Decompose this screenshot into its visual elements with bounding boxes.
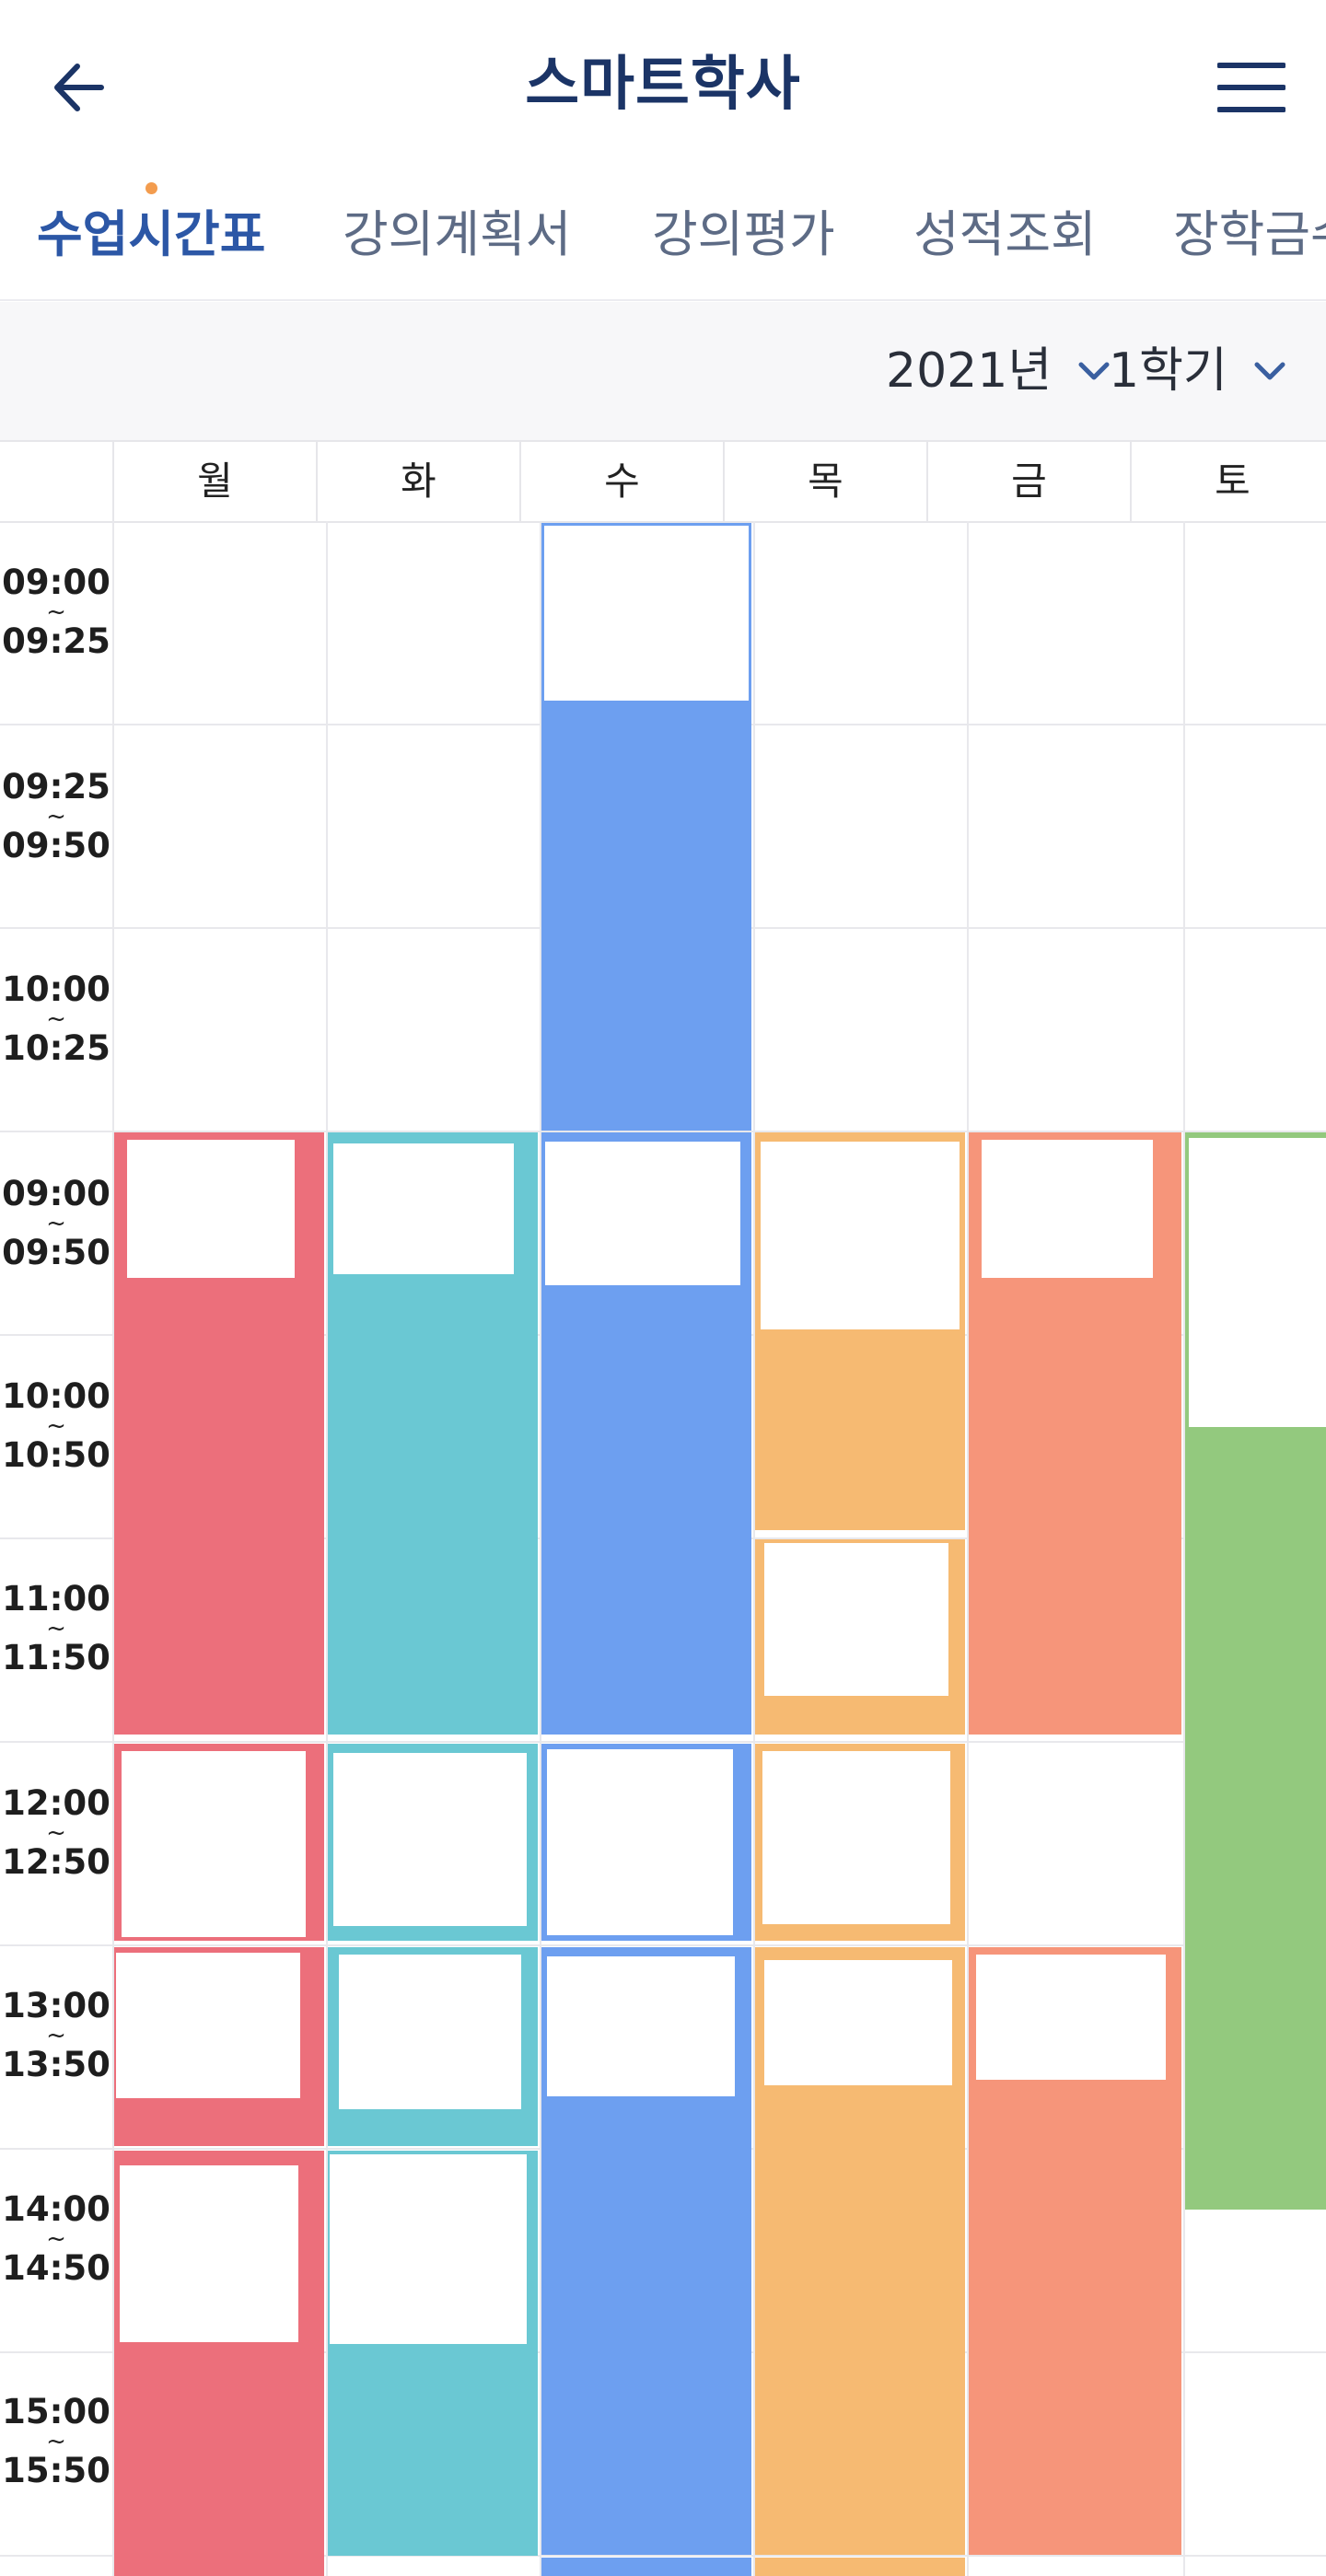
course-block-thu-3[interactable] [755, 1744, 965, 1941]
time-slot-label: 11:00 ~11:50 [2, 1579, 110, 1677]
time-slot-label: 09:00 ~09:25 [2, 563, 110, 661]
grid-column-line [112, 521, 114, 2576]
redacted-course-info [330, 2154, 527, 2344]
course-block-mon-2[interactable] [114, 1744, 324, 1941]
course-block-wed-3[interactable] [541, 1947, 751, 2555]
redacted-course-info [333, 1753, 527, 1926]
back-arrow-icon [54, 64, 104, 111]
day-header-tue: 화 [316, 442, 519, 521]
redacted-course-info [333, 1143, 514, 1274]
redacted-course-info [120, 2165, 298, 2342]
year-select-value: 2021년 [886, 343, 1053, 399]
day-header-fri: 금 [926, 442, 1130, 521]
time-slot-label: 13:00 ~13:50 [2, 1986, 110, 2084]
tab-course-evaluation[interactable]: 강의평가 [652, 205, 835, 263]
hamburger-menu-icon [1217, 63, 1285, 112]
course-block-wed-4[interactable] [541, 2558, 751, 2576]
redacted-course-info [547, 1749, 733, 1935]
semester-select[interactable]: 1학기 [1109, 339, 1286, 403]
redacted-course-info [764, 1960, 952, 2085]
course-block-thu-4[interactable] [755, 1947, 965, 2555]
redacted-course-info [545, 1142, 740, 1285]
tab-timetable[interactable]: 수업시간표 [37, 205, 266, 263]
timetable-grid: 09:00 ~09:25 09:25 ~09:50 10:00 ~10:25 09:0… [0, 521, 1326, 2576]
redacted-course-info [982, 1140, 1153, 1278]
tab-bar: 수업시간표 강의계획서 강의평가 성적조회 장학금수 [0, 180, 1326, 301]
page-title: 스마트학사 [525, 51, 801, 119]
menu-button[interactable] [1210, 46, 1293, 129]
redacted-course-info [762, 1751, 950, 1924]
course-block-tue-2[interactable] [328, 1744, 538, 1941]
time-slot-label: 09:25 ~09:50 [2, 767, 110, 865]
back-button[interactable] [37, 46, 120, 129]
grid-column-line [753, 521, 755, 2576]
filter-bar: 2021년 1학기 [0, 302, 1326, 442]
grid-column-line [967, 521, 969, 2576]
grid-column-line [540, 521, 541, 2576]
grid-row-line [0, 2555, 1326, 2557]
course-block-wed-1[interactable] [541, 1132, 751, 1735]
time-slot-label: 10:00 ~10:50 [2, 1376, 110, 1475]
course-block-mon-3[interactable] [114, 1947, 324, 2146]
course-block-mon-4[interactable] [114, 2151, 324, 2576]
redacted-course-info [127, 1140, 295, 1278]
day-header-thu: 목 [723, 442, 926, 521]
redacted-course-info [976, 1955, 1166, 2080]
redacted-course-info [116, 1953, 300, 2098]
redacted-course-info [339, 1955, 521, 2109]
course-block-thu-2[interactable] [755, 1539, 965, 1735]
semester-select-value: 1학기 [1109, 343, 1227, 399]
grid-row-line [0, 1944, 1326, 1946]
grid-row-line [0, 1741, 1326, 1743]
tab-scholarship[interactable]: 장학금수 [1173, 205, 1326, 263]
weekday-header: 월 화 수 목 금 토 [0, 442, 1326, 523]
course-block-fill [541, 701, 751, 1131]
course-block-wed-2[interactable] [541, 1744, 751, 1941]
redacted-course-info [547, 1956, 735, 2096]
day-header-mon: 월 [112, 442, 316, 521]
redacted-course-info [761, 1142, 960, 1329]
chevron-down-icon [1077, 360, 1111, 382]
course-block-mon-1[interactable] [114, 1132, 324, 1735]
course-block-tue-4[interactable] [328, 2151, 538, 2556]
course-block-wed-morning[interactable] [541, 523, 751, 1131]
chevron-down-icon [1253, 360, 1286, 382]
time-slot-label: 09:00 ~09:50 [2, 1174, 110, 1272]
grid-column-line [326, 521, 328, 2576]
course-block-tue-3[interactable] [328, 1947, 538, 2146]
year-select[interactable]: 2021년 [886, 339, 1111, 403]
tab-grades[interactable]: 성적조회 [913, 205, 1097, 263]
course-block-thu-1[interactable] [755, 1132, 965, 1530]
course-block-thu-5[interactable] [755, 2558, 965, 2576]
tab-syllabus[interactable]: 강의계획서 [343, 205, 572, 263]
redacted-course-info [1189, 1138, 1326, 1427]
time-slot-label: 12:00 ~12:50 [2, 1783, 110, 1882]
day-header-wed: 수 [519, 442, 723, 521]
course-block-sat-1[interactable] [1185, 1132, 1326, 2210]
course-block-fri-1[interactable] [969, 1132, 1181, 1735]
course-block-fri-2[interactable] [969, 1947, 1181, 2555]
grid-column-line [1183, 521, 1185, 2576]
time-slot-label: 14:00 ~14:50 [2, 2189, 110, 2288]
redacted-course-info [122, 1751, 306, 1937]
time-slot-label: 15:00 ~15:50 [2, 2392, 110, 2490]
app-header: 스마트학사 [0, 0, 1326, 170]
grid-row-line [0, 1131, 1326, 1132]
new-indicator-dot [145, 182, 157, 194]
course-block-tue-1[interactable] [328, 1132, 538, 1735]
redacted-course-info [764, 1543, 948, 1696]
time-slot-label: 10:00 ~10:25 [2, 969, 110, 1068]
day-header-sat: 토 [1130, 442, 1326, 521]
